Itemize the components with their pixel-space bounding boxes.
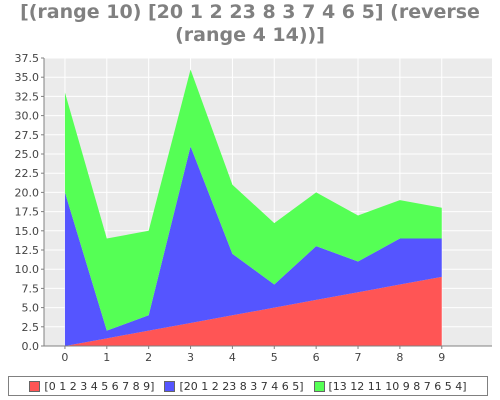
legend-swatch [164,380,176,392]
x-tick-label: 2 [145,351,152,364]
legend-item: [13 12 11 10 9 8 7 6 5 4] [313,379,467,393]
y-tick-label: 5.0 [22,302,40,315]
x-tick-label: 5 [271,351,278,364]
y-tick-label: 32.5 [15,90,40,103]
x-tick-label: 4 [229,351,236,364]
x-tick-label: 8 [396,351,403,364]
chart-title: [(range 10) [20 1 2 23 8 3 7 4 6 5] (rev… [20,1,480,46]
x-tick-label: 3 [187,351,194,364]
y-tick-label: 12.5 [15,244,40,257]
area-series-2 [64,146,442,346]
legend-swatch [313,380,325,392]
legend: [0 1 2 3 4 5 6 7 8 9] [20 1 2 23 8 3 7 4 … [8,376,488,396]
chart-title-wrap: [(range 10) [20 1 2 23 8 3 7 4 6 5] (rev… [0,0,500,47]
legend-swatch [29,380,41,392]
legend-item: [20 1 2 23 8 3 7 4 6 5] [164,379,304,393]
y-tick-label: 10.0 [15,263,40,276]
y-tick-label: 2.5 [22,321,40,334]
y-tick-label: 25.0 [15,148,40,161]
y-tick-label: 7.5 [22,282,40,295]
y-tick-label: 0.0 [22,340,40,353]
y-tick-label: 35.0 [15,71,40,84]
legend-label: [20 1 2 23 8 3 7 4 6 5] [179,379,304,393]
legend-item: [0 1 2 3 4 5 6 7 8 9] [29,380,154,393]
y-tick-label: 20.0 [15,186,40,199]
y-tick-label: 37.5 [15,52,40,65]
y-tick-label: 17.5 [15,206,40,219]
legend-label: [13 12 11 10 9 8 7 6 5 4] [328,379,467,393]
x-tick-label: 1 [103,351,110,364]
stacked-areas [64,69,442,346]
x-tick-label: 6 [313,351,320,364]
y-tick-label: 30.0 [15,110,40,123]
y-tick-label: 27.5 [15,129,40,142]
x-tick-label: 9 [438,351,445,364]
y-tick-label: 15.0 [15,225,40,238]
axes: 0.0 2.5 5.0 7.5 10.0 12.5 15.0 17.5 20.0 22.5 25.0… [15,52,492,364]
area-series-3 [64,69,442,331]
x-tick-label: 0 [61,351,68,364]
y-tick-label: 22.5 [15,167,40,180]
x-tick-label: 7 [355,351,362,364]
legend-label: [0 1 2 3 4 5 6 7 8 9] [44,379,155,393]
